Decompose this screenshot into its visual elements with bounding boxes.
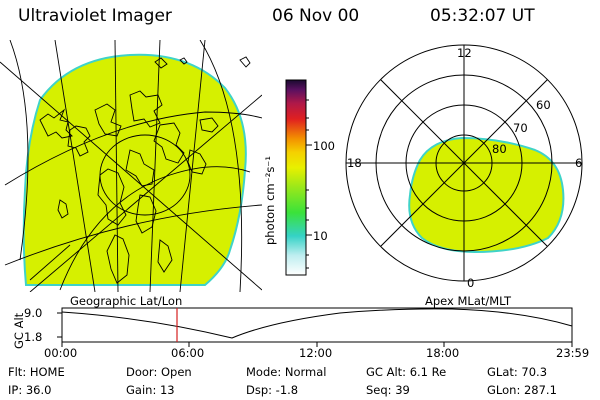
status-glat: GLat: 70.3 [487, 365, 548, 379]
altitude-plot-frame [61, 307, 573, 343]
altitude-ytick-1.8: 1.8 [24, 330, 43, 344]
colorbar-label: photon cm⁻²s⁻¹ [263, 156, 277, 245]
right-panel-caption: Apex MLat/MLT [425, 294, 512, 308]
date-label: 06 Nov 00 [272, 6, 360, 26]
altitude-xtick-1200: 12:00 [299, 346, 333, 360]
coastlines [39, 56, 251, 284]
status-dsp: Dsp: -1.8 [246, 383, 299, 397]
status-ip: IP: 36.0 [8, 383, 52, 397]
status-gc-alt: GC Alt: 6.1 Re [366, 365, 447, 379]
mlat-label-60: 60 [536, 98, 551, 112]
uv-image-region [22, 53, 247, 286]
status-gain: Gain: 13 [126, 383, 175, 397]
altitude-xtick-1800: 18:00 [426, 346, 460, 360]
geographic-image [0, 40, 262, 292]
app-title: Ultraviolet Imager [18, 6, 172, 26]
status-flt: Flt: HOME [8, 365, 65, 379]
status-mode: Mode: Normal [246, 365, 327, 379]
mlt-label-0: 0 [467, 276, 475, 290]
colorbar [285, 79, 307, 276]
mlt-label-18: 18 [347, 156, 362, 170]
mlat-label-70: 70 [513, 121, 528, 135]
mlt-label-6: 6 [575, 156, 583, 170]
altitude-x-ticks [57, 312, 573, 347]
altitude-curve [61, 308, 573, 339]
altitude-xtick-2359: 23:59 [556, 346, 590, 360]
status-seq: Seq: 39 [366, 383, 410, 397]
status-door: Door: Open [126, 365, 192, 379]
altitude-ytick-9: 9.0 [24, 306, 43, 320]
left-panel-caption: Geographic Lat/Lon [70, 294, 183, 308]
colorbar-tick-10: 10 [313, 229, 328, 243]
altitude-xtick-0000: 00:00 [44, 346, 78, 360]
mlat-label-80: 80 [492, 142, 507, 156]
mlt-label-12: 12 [457, 46, 472, 60]
altitude-xtick-0600: 06:00 [171, 346, 205, 360]
colorbar-ticks [306, 99, 312, 269]
colorbar-tick-100: 100 [313, 139, 335, 153]
lat-lon-grid [0, 40, 262, 292]
status-glon: GLon: 287.1 [487, 383, 557, 397]
polar-grid [345, 44, 583, 282]
time-label: 05:32:07 UT [430, 6, 535, 26]
